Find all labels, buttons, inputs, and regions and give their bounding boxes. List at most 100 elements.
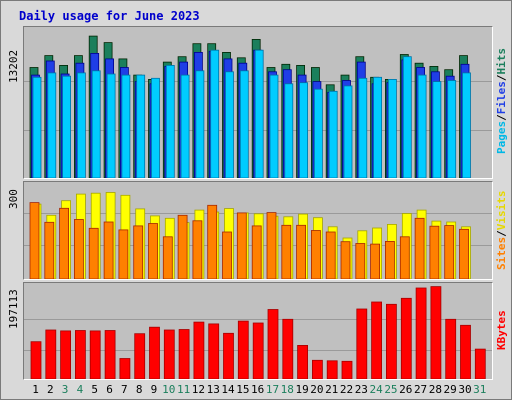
legend-sep-1: / [495, 74, 508, 82]
kbytes-bar-day-31 [474, 348, 486, 379]
pages-bar-day-28 [432, 81, 442, 178]
pages-bar-day-22 [343, 85, 353, 178]
x-tick-label-day-25: 25 [384, 383, 398, 396]
x-tick-label-day-14: 14 [221, 383, 235, 396]
kbytes-bar-day-27 [415, 287, 427, 379]
x-tick-label-day-7: 7 [121, 383, 128, 396]
pages-bar-day-6 [106, 73, 116, 178]
kbytes-bar-day-3 [60, 330, 71, 379]
x-tick-label-day-27: 27 [413, 383, 428, 396]
kbytes-bar-day-21 [326, 360, 338, 379]
kbytes-bar-day-13 [208, 323, 220, 379]
legend-hits: Hits [495, 48, 508, 75]
bottom-series-legend: KBytes [495, 283, 511, 378]
x-tick-label-day-6: 6 [106, 383, 113, 396]
x-tick-label-day-12: 12 [191, 383, 206, 396]
x-tick-label-day-18: 18 [280, 383, 294, 396]
kbytes-plot [24, 286, 492, 379]
pages-bar-day-30 [462, 72, 471, 178]
legend-sep-2: / [495, 114, 508, 121]
pages-bar-day-23 [358, 77, 368, 178]
sites-bar-day-25 [384, 241, 395, 279]
x-tick-label-day-21: 21 [325, 383, 339, 396]
pages-bar-day-19 [299, 82, 309, 178]
x-tick-label-day-29: 29 [443, 383, 457, 396]
pages-bar-day-11 [180, 74, 190, 178]
sites-bar-day-23 [355, 243, 366, 279]
kbytes-bar-day-10 [163, 329, 175, 379]
middle-ymax-label: 300 [7, 189, 20, 209]
sites-bar-day-2 [44, 221, 55, 279]
kbytes-bar-day-7 [119, 358, 131, 379]
legend-files: Files [495, 81, 508, 115]
pages-bar-day-4 [77, 72, 86, 178]
kbytes-bar-day-9 [149, 326, 160, 379]
kbytes-bar-day-28 [430, 286, 442, 379]
kbytes-bar-day-24 [371, 301, 383, 379]
sites-bar-day-13 [207, 204, 218, 279]
kbytes-bar-day-22 [341, 360, 353, 379]
x-tick-label-day-22: 22 [339, 383, 354, 396]
pages-bar-day-2 [47, 72, 57, 178]
hits-files-pages-panel [23, 26, 493, 179]
sites-bar-day-6 [103, 221, 114, 279]
legend-visits: Visits [495, 190, 508, 230]
pages-bar-day-9 [151, 77, 160, 178]
x-tick-label-day-2: 2 [46, 383, 54, 396]
sites-bar-day-26 [399, 236, 410, 279]
pages-bar-day-25 [387, 79, 397, 178]
kbytes-bar-day-19 [297, 345, 309, 379]
sites-bar-day-22 [340, 241, 351, 279]
x-tick-label-day-8: 8 [135, 383, 143, 396]
legend-sites: Sites [495, 236, 508, 270]
pages-bar-day-3 [62, 75, 71, 178]
kbytes-bar-day-8 [134, 333, 146, 379]
kbytes-bar-day-11 [178, 329, 190, 379]
pages-bar-day-29 [447, 80, 457, 178]
sites-bar-day-21 [325, 231, 336, 279]
x-tick-label-day-15: 15 [236, 383, 250, 396]
middle-series-legend: Sites/Visits [495, 182, 511, 278]
kbytes-bar-day-5 [89, 330, 101, 379]
sites-bar-day-27 [414, 217, 425, 279]
kbytes-bar-day-26 [400, 297, 412, 379]
kbytes-bar-day-15 [237, 320, 249, 379]
chart-title: Daily usage for June 2023 [19, 9, 200, 23]
kbytes-bar-day-1 [30, 341, 42, 379]
pages-bar-day-12 [195, 70, 205, 178]
x-tick-label-day-20: 20 [310, 383, 324, 396]
visits-sites-panel [23, 181, 493, 280]
pages-bar-day-27 [417, 74, 427, 178]
legend-kbytes: KBytes [495, 310, 508, 351]
x-tick-label-day-4: 4 [76, 383, 84, 396]
sites-bar-day-28 [429, 225, 440, 279]
pages-bar-day-10 [165, 65, 175, 178]
sites-bar-day-8 [133, 225, 144, 279]
pages-bar-day-26 [402, 56, 412, 178]
pages-bar-day-1 [32, 76, 42, 178]
legend-sep-3: / [495, 230, 508, 237]
hits-files-pages-plot [24, 35, 492, 178]
sites-bar-day-12 [192, 220, 203, 279]
kbytes-bar-day-20 [311, 359, 323, 379]
x-tick-label-day-23: 23 [354, 383, 368, 396]
visits-sites-plot [24, 192, 492, 279]
sites-bar-day-11 [177, 214, 188, 279]
sites-bar-day-1 [29, 202, 40, 279]
pages-bar-day-5 [91, 70, 101, 178]
sites-bar-day-20 [310, 230, 321, 279]
sites-bar-day-18 [281, 224, 292, 279]
kbytes-bar-day-14 [223, 332, 234, 379]
sites-bar-day-15 [236, 212, 247, 279]
x-tick-label-day-13: 13 [206, 383, 220, 396]
sites-bar-day-30 [459, 228, 469, 279]
kbytes-bar-day-30 [460, 324, 471, 379]
x-tick-label-day-16: 16 [251, 383, 265, 396]
pages-bar-day-13 [210, 49, 220, 178]
top-series-legend: Pages/Files/Hits [495, 27, 511, 175]
sites-bar-day-24 [370, 243, 381, 279]
sites-bar-day-19 [296, 224, 307, 279]
sites-bar-day-9 [148, 223, 158, 279]
pages-bar-day-8 [136, 74, 146, 178]
